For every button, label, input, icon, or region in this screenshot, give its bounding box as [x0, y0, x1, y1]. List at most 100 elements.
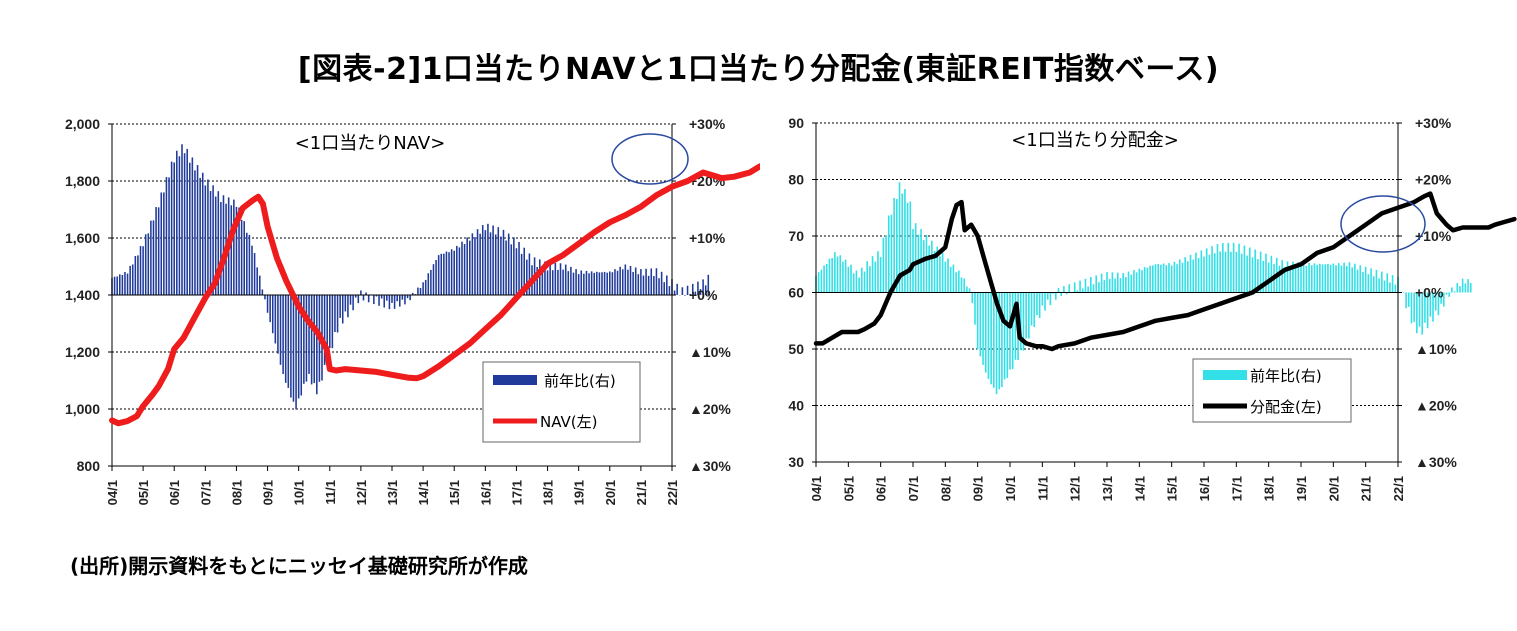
- yoy-bar: [1426, 292, 1429, 329]
- yoy-bar: [1222, 243, 1224, 293]
- yoy-bar: [417, 287, 419, 295]
- yoy-bar: [1459, 286, 1461, 293]
- yoy-bar: [150, 220, 152, 295]
- yoy-bar: [684, 295, 686, 296]
- yoy-bar: [1103, 280, 1106, 293]
- yoy-bar: [1407, 292, 1410, 307]
- yoy-bar: [828, 258, 831, 293]
- yoy-bar: [1084, 278, 1087, 293]
- yoy-bar: [1116, 272, 1119, 293]
- yoy-bar: [1030, 292, 1033, 326]
- yoy-bar: [976, 292, 979, 350]
- yoy-bar: [121, 275, 124, 295]
- x-tick-label: 09/1: [261, 480, 276, 505]
- yoy-bar: [461, 241, 463, 295]
- yoy-bar: [1281, 260, 1283, 293]
- dist-subtitle: <1口当たり分配金>: [1011, 130, 1179, 151]
- yoy-bar: [1127, 271, 1130, 293]
- yoy-bar: [1011, 292, 1014, 370]
- yoy-bar: [494, 234, 497, 295]
- yoy-bar: [567, 271, 570, 295]
- yoy-bar: [528, 253, 531, 295]
- yoy-bar: [1227, 242, 1230, 293]
- yoy-bar: [510, 244, 513, 295]
- dist-chart-axes: 90 +30% 80 +20% 70 +10% 60 +0% 50 ▲10% 40 ▲20% 30 ▲30…: [788, 115, 1457, 501]
- yoy-bar: [1200, 250, 1203, 293]
- yoy-bar: [1173, 261, 1176, 293]
- yoy-bar: [1014, 292, 1017, 360]
- yoy-bar: [1337, 263, 1340, 293]
- yoy-bar: [887, 215, 890, 293]
- yoy-bar: [1230, 251, 1232, 293]
- yoy-bar: [614, 269, 616, 295]
- yoy-bar: [850, 264, 852, 293]
- yoy-bar: [1297, 262, 1300, 293]
- yoy-bar: [284, 295, 287, 383]
- y-left-tick-label: 2,000: [65, 116, 100, 132]
- yoy-bar: [1248, 247, 1251, 293]
- yoy-bar: [331, 295, 334, 349]
- yoy-bar: [1205, 248, 1208, 293]
- yoy-bar: [971, 292, 974, 304]
- yoy-bar: [196, 165, 199, 295]
- yoy-bar: [974, 292, 976, 325]
- yoy-bar: [126, 273, 129, 295]
- x-tick-label: 08/1: [938, 476, 953, 501]
- yoy-bar: [1243, 245, 1246, 293]
- yoy-bar: [847, 266, 850, 293]
- yoy-bar: [660, 271, 663, 295]
- yoy-bar: [401, 295, 404, 300]
- y-right-tick-label: ▲10%: [1415, 341, 1457, 357]
- yoy-bar: [549, 262, 551, 295]
- yoy-bar: [681, 287, 684, 295]
- yoy-bar: [1308, 262, 1310, 293]
- yoy-bar: [456, 245, 458, 295]
- yoy-bar: [536, 267, 538, 295]
- y-right-tick-label: +20%: [1415, 172, 1452, 188]
- yoy-bar: [1001, 292, 1003, 388]
- nav-chart: 2,000 +30%1,800 +20%1,600 +10%1,400 +0%1,200…: [65, 116, 760, 505]
- nav-line: [109, 163, 760, 427]
- yoy-bar: [627, 269, 629, 295]
- yoy-bar: [629, 265, 632, 295]
- yoy-bar: [702, 279, 704, 295]
- yoy-bar: [230, 205, 233, 295]
- yoy-bar: [173, 162, 175, 295]
- yoy-bar: [551, 270, 554, 295]
- yoy-bar: [1442, 292, 1445, 307]
- yoy-bar: [1106, 272, 1108, 293]
- yoy-bar: [1461, 278, 1464, 293]
- yoy-bar: [640, 269, 642, 295]
- yoy-bar: [186, 148, 188, 295]
- yoy-bar: [1313, 263, 1316, 293]
- y-left-tick-label: 800: [77, 458, 101, 474]
- yoy-bar: [409, 295, 411, 301]
- yoy-bar: [1429, 292, 1432, 317]
- y-right-tick-label: +30%: [689, 116, 726, 132]
- yoy-bar: [554, 262, 557, 295]
- y-right-tick-label: +0%: [1415, 285, 1444, 301]
- yoy-bar: [1259, 251, 1262, 293]
- yoy-bar: [995, 292, 998, 395]
- yoy-bar: [939, 256, 941, 293]
- yoy-bar: [1162, 263, 1165, 293]
- yoy-bar: [546, 270, 549, 295]
- yoy-bar: [642, 275, 645, 295]
- yoy-bar: [598, 272, 601, 295]
- yoy-bar: [1394, 284, 1397, 293]
- yoy-bar: [544, 261, 546, 295]
- yoy-bar: [931, 240, 933, 293]
- yoy-bar: [1381, 271, 1383, 293]
- yoy-bar: [1208, 254, 1211, 293]
- yoy-bar: [968, 288, 971, 293]
- yoy-bar: [1469, 283, 1472, 293]
- yoy-bar: [869, 266, 871, 293]
- yoy-bar: [871, 256, 874, 293]
- yoy-bar: [1168, 263, 1170, 293]
- yoy-bar: [1294, 266, 1297, 293]
- yoy-bar: [1184, 257, 1186, 293]
- yoy-bar: [689, 293, 691, 295]
- yoy-bar: [1141, 270, 1143, 293]
- yoy-bar: [1362, 271, 1364, 293]
- yoy-bar: [1345, 266, 1348, 293]
